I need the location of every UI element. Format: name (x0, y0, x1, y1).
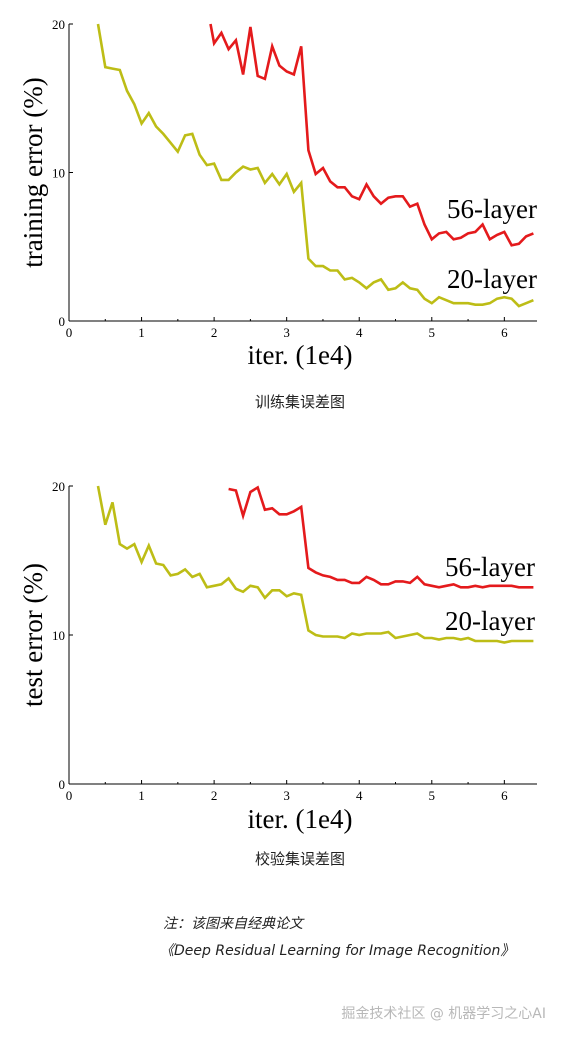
training-y-tick-label: 10 (52, 166, 65, 181)
training-x-tick-label: 4 (356, 325, 363, 340)
training-x-tick-label: 3 (283, 325, 290, 340)
training-x-tick-label: 2 (211, 325, 218, 340)
test-x-tick-label: 6 (501, 788, 508, 803)
source-note-line2: 《Deep Residual Learning for Image Recogn… (160, 943, 515, 959)
training-chart-caption: 训练集误差图 (254, 393, 345, 411)
test-y-tick-label: 20 (52, 479, 65, 494)
test-x-tick-label: 4 (356, 788, 363, 803)
test-x-axis-title: iter. (1e4) (248, 804, 353, 834)
training-x-axis-title: iter. (1e4) (248, 340, 353, 370)
training-x-tick-label: 1 (138, 325, 145, 340)
training-y-axis-title: training error (%) (18, 77, 48, 267)
training-x-tick-label: 5 (429, 325, 436, 340)
training-series-20-layer-label: 20-layer (447, 264, 537, 294)
test-x-tick-label: 1 (138, 788, 145, 803)
training-y-tick-label: 20 (52, 17, 65, 32)
test-x-tick-label: 0 (66, 788, 73, 803)
test-y-axis-title: test error (%) (18, 563, 48, 707)
training-chart: 0 1 2 3 4 5 6 0 10 20 56-layer 20-layer iter. (1e4) t… (18, 17, 537, 370)
test-y-tick-label: 10 (52, 628, 65, 643)
test-x-tick-label: 3 (283, 788, 290, 803)
source-note-line1: 注：该图来自经典论文 (163, 916, 303, 932)
test-chart-caption: 校验集误差图 (254, 850, 345, 868)
training-y-tick-label: 0 (59, 314, 66, 329)
test-series-56-layer-label: 56-layer (445, 552, 535, 582)
training-x-tick-label: 6 (501, 325, 508, 340)
test-x-tick-label: 2 (211, 788, 218, 803)
test-chart: 0 1 2 3 4 5 6 0 10 20 56-layer 20-layer iter. (1e4) t… (18, 479, 537, 834)
test-series-20-layer-label: 20-layer (445, 606, 535, 636)
test-x-tick-label: 5 (429, 788, 436, 803)
training-series-20-layer-line (96, 23, 534, 308)
watermark: 掘金技术社区 @ 机器学习之心AI (341, 1006, 546, 1022)
test-series-56-layer-line (228, 485, 534, 589)
test-series-20-layer-line (96, 485, 534, 644)
training-series-56-layer-label: 56-layer (447, 194, 537, 224)
test-y-tick-label: 0 (59, 777, 66, 792)
training-series-56-layer-line (209, 23, 534, 247)
training-x-tick-label: 0 (66, 325, 73, 340)
